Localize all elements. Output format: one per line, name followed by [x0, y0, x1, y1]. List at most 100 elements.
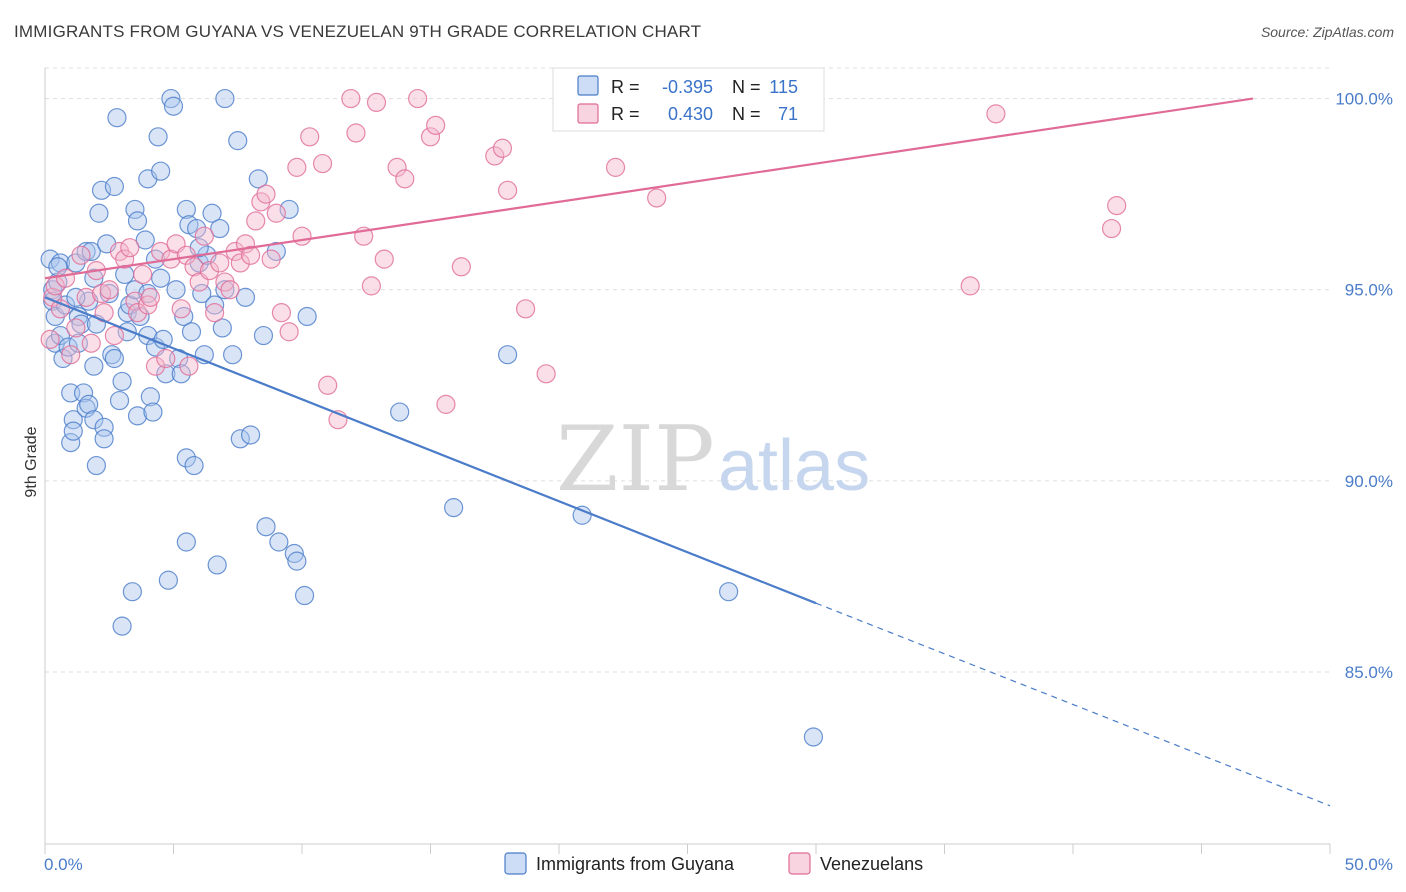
point-guyana — [84, 268, 104, 288]
legend-n-value-venezuela: 71 — [778, 104, 798, 124]
series-venezuela-points — [40, 88, 1127, 430]
point-venezuela — [40, 329, 60, 350]
point-guyana — [256, 517, 276, 537]
point-guyana — [86, 455, 107, 476]
point-venezuela — [76, 287, 96, 307]
grid-lines — [45, 67, 1330, 673]
point-venezuela — [104, 325, 124, 346]
point-guyana — [241, 425, 261, 445]
point-guyana — [297, 306, 317, 327]
point-venezuela — [138, 295, 158, 315]
y-tick-labels: 85.0% 90.0% 95.0% 100.0% — [1335, 90, 1393, 682]
point-venezuela — [246, 211, 266, 231]
point-guyana — [153, 329, 173, 350]
point-venezuela — [960, 276, 980, 296]
trend-line-guyana-extension — [815, 602, 1331, 807]
point-venezuela — [395, 169, 415, 189]
bottom-legend-label-venezuela: Venezuelans — [820, 854, 923, 874]
point-venezuela — [241, 245, 261, 265]
point-guyana — [109, 390, 130, 411]
point-guyana — [390, 402, 410, 422]
point-guyana — [176, 532, 196, 552]
point-venezuela — [199, 261, 220, 281]
point-venezuela — [1101, 218, 1122, 239]
legend-r-value-guyana: -0.395 — [662, 77, 713, 97]
point-guyana — [215, 88, 235, 109]
point-venezuela — [647, 188, 667, 208]
point-venezuela — [127, 303, 148, 323]
y-tick-label: 85.0% — [1345, 663, 1393, 682]
legend-swatch-venezuela — [577, 103, 599, 124]
point-venezuela — [99, 280, 119, 300]
point-guyana — [184, 455, 204, 476]
x-tick-label-max: 50.0% — [1345, 855, 1393, 874]
point-guyana — [79, 394, 99, 414]
point-venezuela — [271, 303, 292, 323]
series-guyana-points — [40, 88, 824, 747]
point-venezuela — [125, 291, 145, 311]
point-venezuela — [210, 253, 230, 273]
point-guyana — [287, 551, 307, 571]
point-guyana — [161, 88, 181, 109]
point-guyana — [91, 180, 112, 200]
bottom-legend-swatch-guyana — [504, 852, 527, 875]
point-venezuela — [66, 318, 86, 338]
point-guyana — [572, 505, 592, 525]
point-guyana — [112, 616, 132, 636]
legend-r-label-venezuela: R = — [611, 104, 640, 124]
point-venezuela — [451, 257, 471, 277]
watermark-zip: ZIP — [556, 407, 715, 512]
x-tick-label-min: 0.0% — [44, 855, 83, 874]
point-venezuela — [374, 249, 394, 269]
point-venezuela — [318, 375, 338, 395]
point-venezuela — [515, 299, 536, 319]
point-venezuela — [184, 257, 204, 277]
point-venezuela — [1107, 196, 1127, 216]
point-venezuela — [420, 127, 441, 147]
point-guyana — [73, 383, 94, 403]
point-guyana — [94, 429, 114, 449]
point-guyana — [143, 402, 163, 422]
point-guyana — [125, 280, 145, 300]
point-guyana — [63, 421, 83, 441]
point-venezuela — [205, 303, 225, 323]
point-guyana — [174, 306, 194, 327]
point-guyana — [104, 348, 124, 369]
point-venezuela — [55, 268, 76, 288]
point-guyana — [117, 303, 137, 323]
point-guyana — [212, 318, 232, 338]
point-guyana — [719, 582, 739, 602]
point-guyana — [40, 249, 60, 269]
point-venezuela — [256, 184, 276, 204]
point-guyana — [279, 199, 299, 220]
y-axis-title: 9th Grade — [23, 426, 40, 497]
watermark: ZIP atlas — [556, 407, 870, 512]
point-venezuela — [346, 123, 366, 143]
point-venezuela — [361, 276, 381, 296]
point-guyana — [151, 161, 171, 181]
point-guyana — [228, 131, 248, 151]
point-venezuela — [61, 345, 81, 365]
point-guyana — [89, 203, 109, 223]
point-guyana — [444, 498, 464, 518]
point-venezuela — [279, 322, 299, 342]
point-venezuela — [115, 249, 135, 269]
point-guyana — [151, 268, 171, 288]
point-guyana — [104, 176, 124, 197]
point-guyana — [235, 287, 256, 307]
legend-n-label-guyana: N = — [732, 77, 761, 97]
point-guyana — [84, 356, 104, 376]
point-guyana — [166, 280, 186, 300]
point-guyana — [284, 543, 304, 564]
point-guyana — [230, 429, 250, 449]
axes — [44, 68, 1331, 854]
point-venezuela — [387, 157, 407, 177]
point-guyana — [171, 364, 191, 384]
legend-n-value-guyana: 115 — [769, 77, 798, 97]
point-guyana — [63, 410, 83, 430]
point-guyana — [176, 199, 196, 220]
point-venezuela — [485, 146, 505, 166]
point-venezuela — [81, 333, 101, 353]
point-guyana — [127, 211, 148, 231]
